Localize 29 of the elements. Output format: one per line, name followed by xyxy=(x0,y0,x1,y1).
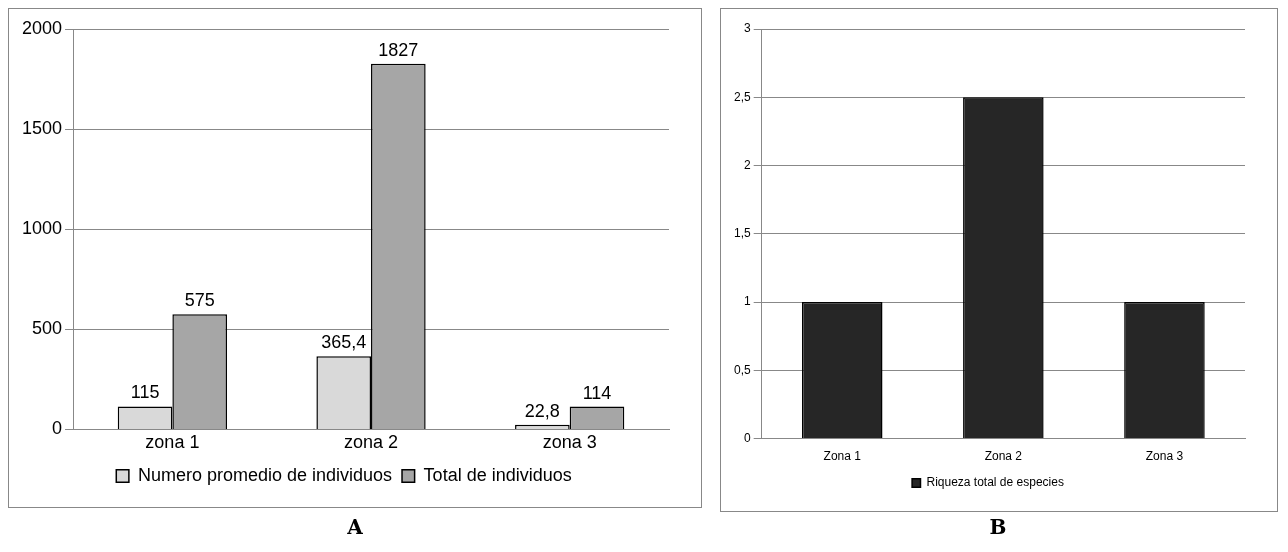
y-tick-label: 1500 xyxy=(22,118,63,139)
y-tick-label: 0,5 xyxy=(733,362,751,377)
y-tick-label: 0 xyxy=(52,418,63,439)
text: B xyxy=(988,515,1008,539)
legend-label: Numero promedio de individuos xyxy=(137,464,393,485)
x-tick-label: Zona 3 xyxy=(1145,449,1184,464)
x-tick-label: zona 2 xyxy=(344,432,399,453)
data-label: 575 xyxy=(184,290,215,311)
data-label: 1827 xyxy=(378,39,419,60)
legend-label: Riqueza total de especies xyxy=(926,475,1064,490)
data-label: 115 xyxy=(130,382,160,403)
y-tick-label: 0 xyxy=(743,430,751,445)
data-label: 22,8 xyxy=(524,400,560,421)
x-tick-label: Zona 1 xyxy=(823,449,862,464)
y-tick-label: 1000 xyxy=(22,218,63,239)
y-tick-label: 1 xyxy=(743,294,751,309)
y-tick-label: 2000 xyxy=(22,17,63,38)
legend-label: Total de individuos xyxy=(423,464,572,485)
y-tick-label: 1,5 xyxy=(733,226,751,241)
text: A xyxy=(346,515,364,539)
data-label: 114 xyxy=(582,382,612,403)
y-tick-label: 2 xyxy=(743,157,751,172)
x-tick-label: zona 3 xyxy=(542,432,597,453)
y-tick-label: 500 xyxy=(32,318,63,339)
y-tick-label: 3 xyxy=(743,21,751,36)
data-label: 365,4 xyxy=(321,332,367,353)
x-tick-label: Zona 2 xyxy=(984,449,1023,464)
x-tick-label: zona 1 xyxy=(145,432,200,453)
y-tick-label: 2,5 xyxy=(733,89,751,104)
